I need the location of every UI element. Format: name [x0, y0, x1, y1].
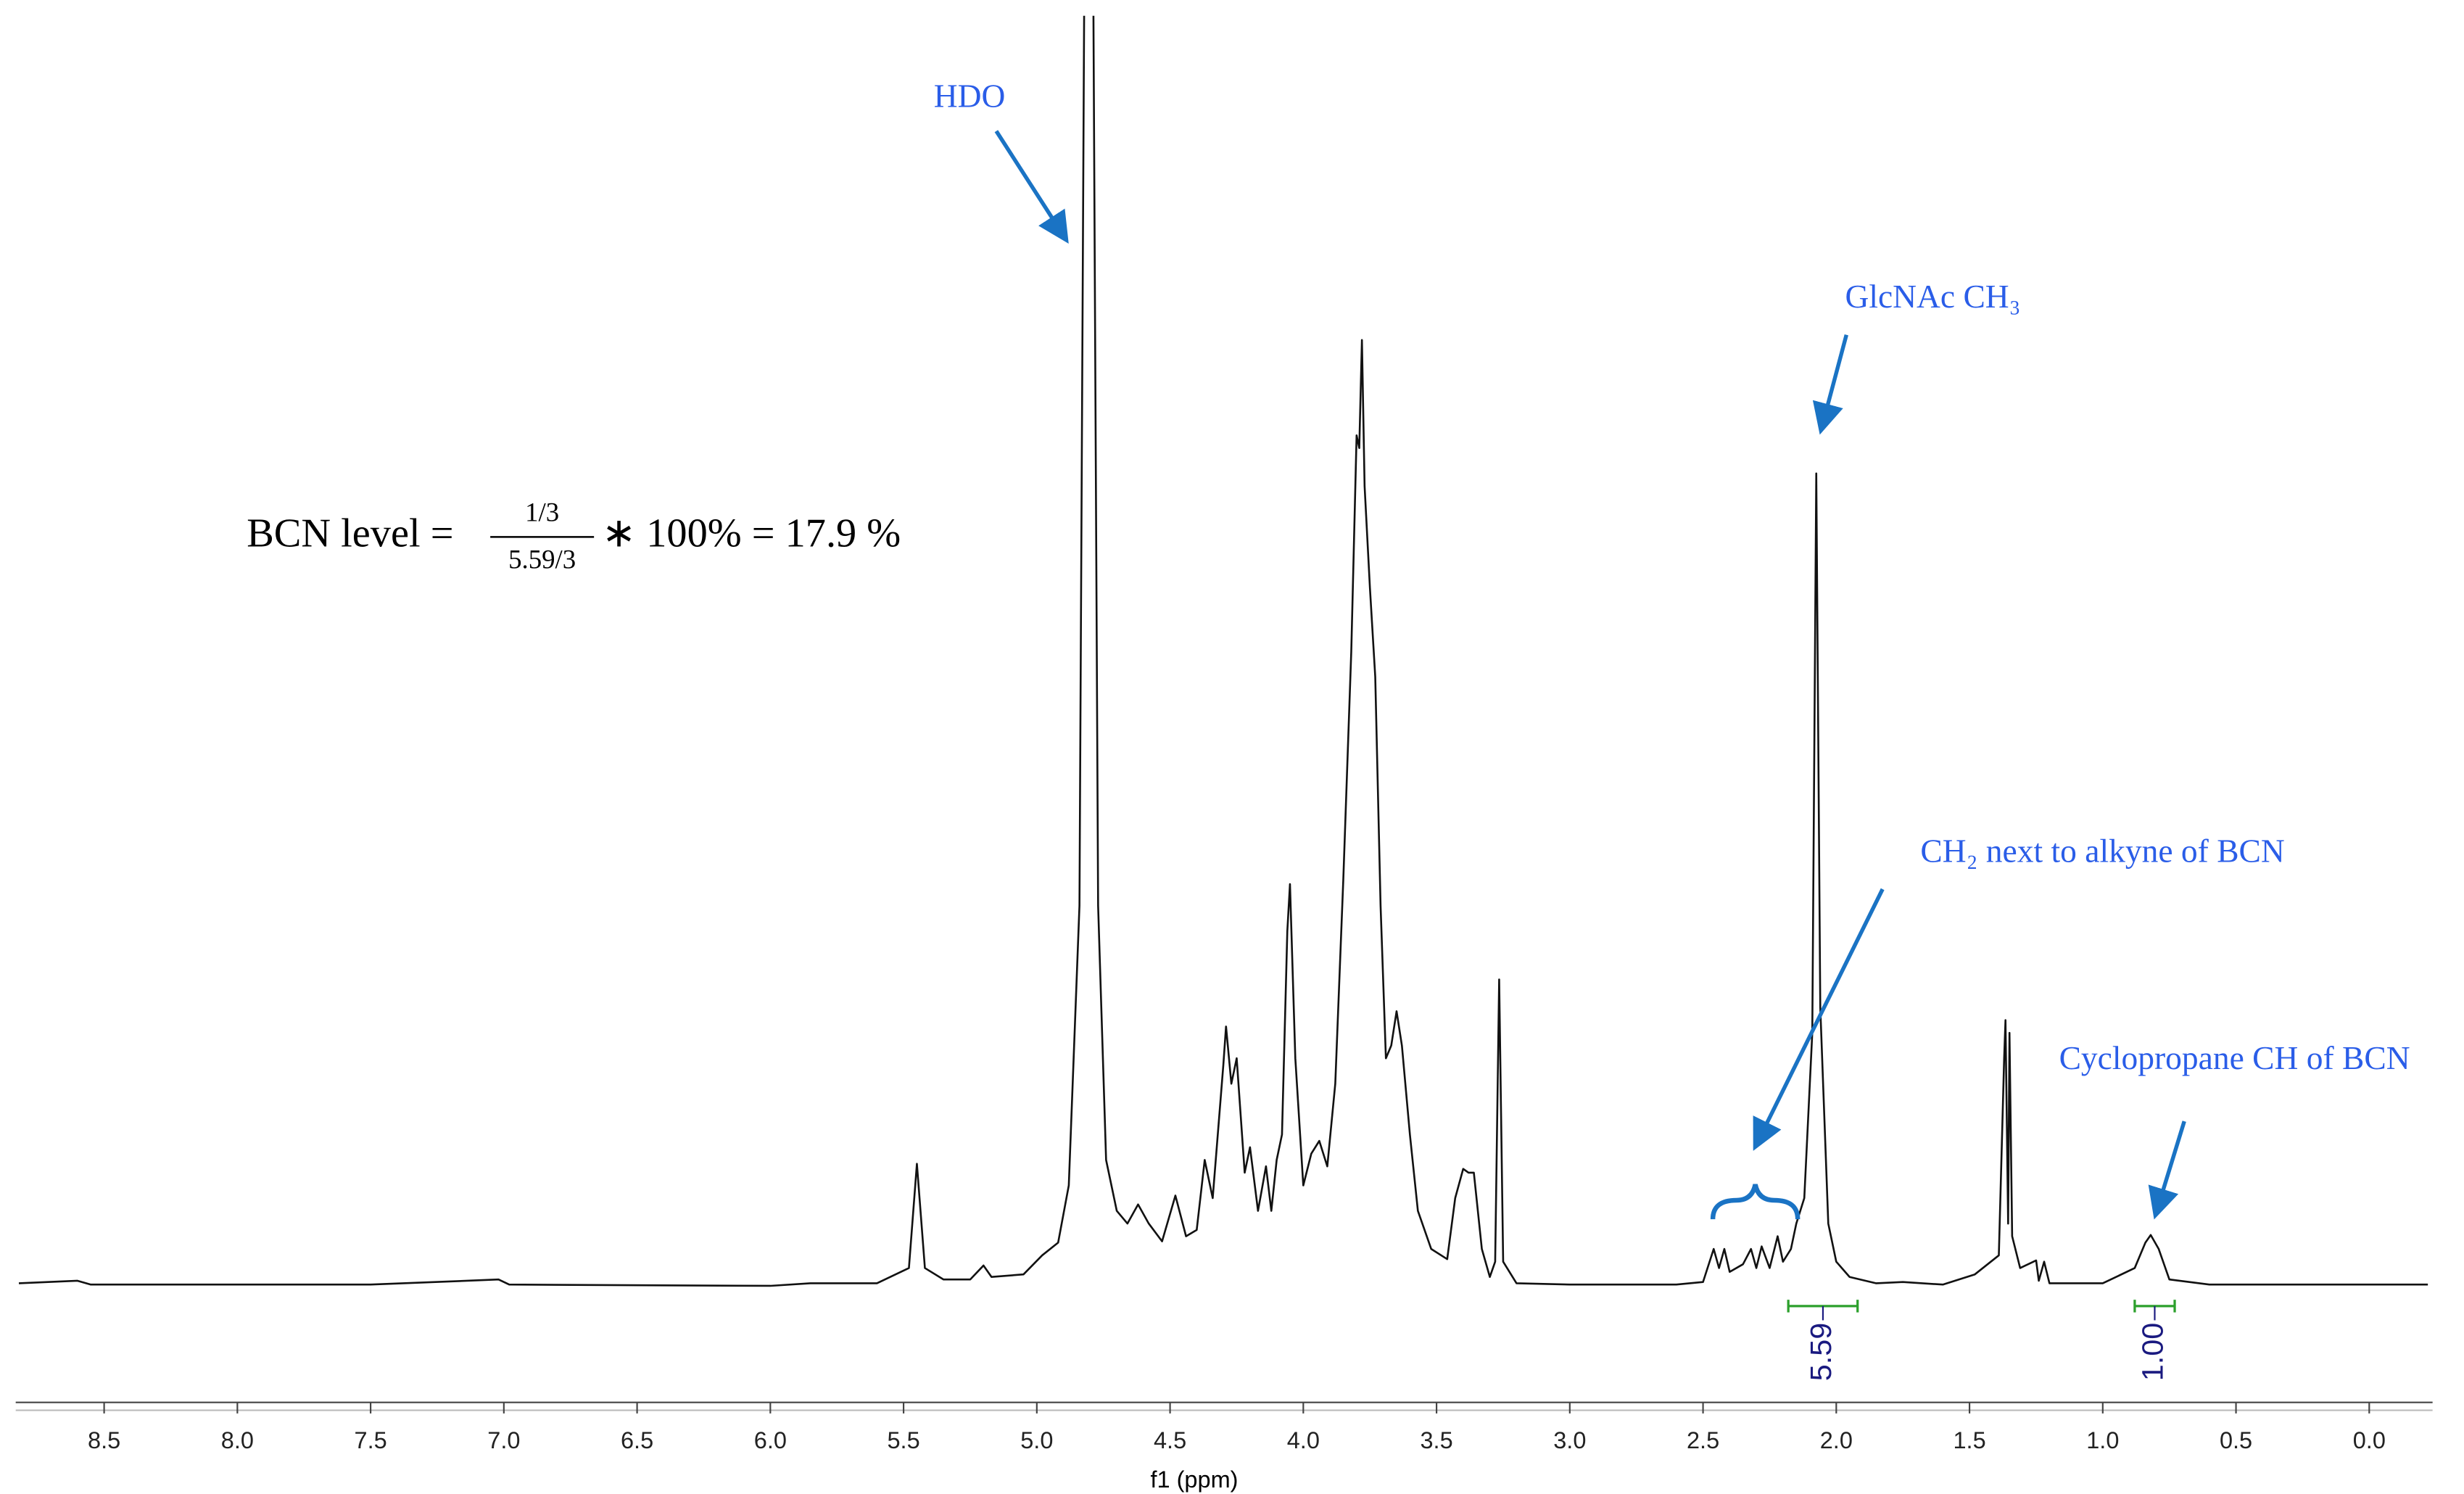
formula-rhs: ∗ 100% = 17.9 % — [602, 511, 901, 556]
x-tick-label: 8.0 — [221, 1427, 254, 1453]
spectrum — [18, 15, 2428, 1287]
annotation: HDO — [934, 78, 1006, 115]
x-tick-label: 5.5 — [887, 1427, 919, 1453]
x-tick-label: 1.5 — [1953, 1427, 1985, 1453]
x-tick-label: 0.0 — [2353, 1427, 2386, 1453]
plot-area — [18, 15, 2428, 1287]
x-tick-label: 6.0 — [754, 1427, 787, 1453]
x-tick-label: 3.5 — [1420, 1427, 1452, 1453]
x-tick-label: 3.0 — [1553, 1427, 1586, 1453]
formula: BCN level = 1/3 5.59/3 ∗ 100% = 17.9 % — [247, 497, 901, 574]
annotation-arrow — [2148, 1120, 2186, 1220]
x-tick-label: 7.5 — [355, 1427, 387, 1453]
annotation-arrow — [1753, 888, 1885, 1151]
x-tick-label: 2.0 — [1820, 1427, 1853, 1453]
annotation: Cyclopropane CH of BCN — [2059, 1039, 2410, 1076]
x-tick-label: 4.5 — [1154, 1427, 1186, 1453]
formula-numerator: 1/3 — [525, 497, 559, 527]
annotation: GlcNAc CH₃ — [1845, 278, 2020, 315]
integral-label: 5.59 — [1804, 1323, 1837, 1382]
x-tick-label: 6.5 — [621, 1427, 653, 1453]
formula-denominator: 5.59/3 — [508, 545, 576, 574]
x-tick-label: 4.0 — [1287, 1427, 1320, 1453]
brace — [1710, 1184, 1801, 1220]
formula-lhs: BCN level = — [247, 511, 453, 556]
x-tick-label: 7.0 — [487, 1427, 520, 1453]
x-tick-label: 1.0 — [2086, 1427, 2119, 1453]
x-tick-label: 8.5 — [88, 1427, 120, 1453]
integral-label: 1.00 — [2136, 1323, 2169, 1382]
x-tick-label: 5.0 — [1020, 1427, 1053, 1453]
annotation: CH₂ next to alkyne of BCN — [1920, 832, 2284, 869]
x-tick-label: 0.5 — [2220, 1427, 2252, 1453]
annotation-arrow — [1812, 334, 1848, 435]
annotation-arrow — [994, 130, 1069, 244]
x-axis-label: f1 (ppm) — [1150, 1466, 1238, 1493]
x-tick-label: 2.5 — [1687, 1427, 1719, 1453]
